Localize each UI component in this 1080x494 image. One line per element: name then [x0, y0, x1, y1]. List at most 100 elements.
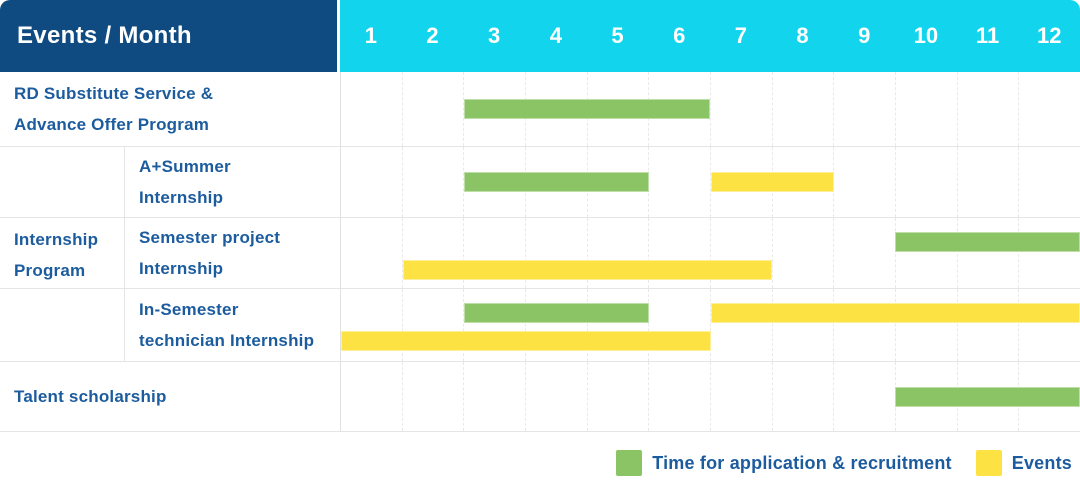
grid-column [526, 362, 588, 431]
group-label: Internship Program [0, 147, 125, 362]
row-label: Talent scholarship [0, 362, 340, 431]
label-line: Internship [139, 188, 224, 207]
month-label-11: 11 [975, 23, 1000, 48]
grid-column [588, 362, 650, 431]
group-cell-area [0, 218, 125, 288]
grid-column [649, 147, 712, 217]
row-label: RD Substitute Service & Advance Offer Pro… [0, 72, 340, 146]
grid-column [403, 289, 465, 361]
row-chart-area [340, 72, 1080, 146]
row-chart-area [340, 289, 1080, 361]
month-label-10: 10 [913, 23, 939, 48]
gantt-row: A+Summer Internship [0, 147, 1080, 218]
grid-column [896, 72, 958, 146]
month-header-row: 1 2 3 4 5 6 7 8 9 10 11 12 [340, 0, 1080, 72]
grid-column [958, 289, 1020, 361]
grid-column [711, 362, 773, 431]
grid-column [403, 362, 465, 431]
label-line: Semester project [139, 228, 281, 247]
label-line: RD Substitute Service & [14, 84, 214, 103]
grid-column [1019, 289, 1080, 361]
grid-column [403, 72, 465, 146]
row-chart-area [340, 362, 1080, 431]
row-chart-area [340, 218, 1080, 288]
grid-column [588, 289, 650, 361]
grid-column [341, 218, 403, 288]
grid-column [464, 362, 527, 431]
month-label-5: 5 [611, 23, 624, 48]
grid-column [711, 218, 773, 288]
gantt-row: RD Substitute Service & Advance Offer Pro… [0, 72, 1080, 147]
label-line: Advance Offer Program [14, 115, 210, 134]
gridlines [341, 218, 1080, 288]
grid-column [773, 72, 835, 146]
grid-column [649, 218, 712, 288]
grid-column [711, 289, 773, 361]
grid-column [773, 289, 835, 361]
row-label: Semester project Internship [125, 218, 340, 288]
gantt-body: RD Substitute Service & Advance Offer Pro… [0, 72, 1080, 432]
grid-column [896, 289, 958, 361]
legend-label-events: Events [1011, 452, 1072, 473]
grid-column [464, 218, 527, 288]
grid-column [403, 147, 465, 217]
month-label-7: 7 [734, 23, 747, 48]
grid-column [896, 218, 958, 288]
gridlines [341, 72, 1080, 146]
label-line: Program [14, 260, 86, 280]
grid-column [341, 147, 403, 217]
label-line: A+Summer [139, 157, 231, 176]
gantt-row: Talent scholarship [0, 362, 1080, 432]
row-chart-area [340, 147, 1080, 217]
grid-column [1019, 147, 1080, 217]
gridlines [341, 289, 1080, 361]
gantt-bar-application [464, 172, 649, 192]
gantt-bar-events [710, 172, 834, 192]
chart-header: Events / Month 1 2 3 4 5 6 7 8 9 10 11 12 [0, 0, 1080, 72]
grid-column [649, 72, 712, 146]
grid-column [526, 218, 588, 288]
gantt-bar-events [341, 331, 711, 351]
gantt-bar-application [895, 232, 1080, 252]
month-label-9: 9 [858, 23, 871, 48]
gantt-bar-events [402, 260, 773, 280]
label-line: Internship [14, 229, 99, 249]
grid-column [958, 218, 1020, 288]
grid-column [958, 147, 1020, 217]
month-label-8: 8 [796, 23, 809, 48]
gantt-bar-application [464, 99, 711, 119]
grid-column [958, 72, 1020, 146]
grid-column [711, 72, 773, 146]
month-label-1: 1 [364, 23, 377, 48]
month-label-2: 2 [426, 23, 439, 48]
legend-item-application: Time for application & recruitment [616, 450, 952, 476]
gantt-bar-application [464, 303, 649, 323]
label-line: technician Internship [139, 331, 315, 350]
label-line: Internship [139, 259, 224, 278]
legend-label-application: Time for application & recruitment [652, 452, 952, 473]
grid-column [341, 72, 403, 146]
grid-column [649, 362, 712, 431]
gantt-bar-events [710, 303, 1080, 323]
grid-column [834, 72, 897, 146]
row-label: A+Summer Internship [125, 147, 340, 217]
legend-item-events: Events [975, 450, 1072, 476]
grid-column [834, 362, 897, 431]
gantt-bar-application [895, 386, 1080, 407]
grid-column [341, 289, 403, 361]
grid-column [403, 218, 465, 288]
row-label: In-Semester technician Internship [125, 289, 340, 361]
gantt-row: In-Semester technician Internship [0, 289, 1080, 362]
header-title-cell: Events / Month [0, 0, 340, 72]
grid-column [1019, 218, 1080, 288]
grid-column [1019, 72, 1080, 146]
label-line: In-Semester [139, 300, 239, 319]
page-title: Events / Month [17, 22, 192, 49]
grid-column [834, 218, 897, 288]
grid-column [526, 289, 588, 361]
label-line: Talent scholarship [14, 387, 167, 406]
group-cell-area [0, 147, 125, 217]
grid-column [464, 289, 527, 361]
grid-column [896, 147, 958, 217]
